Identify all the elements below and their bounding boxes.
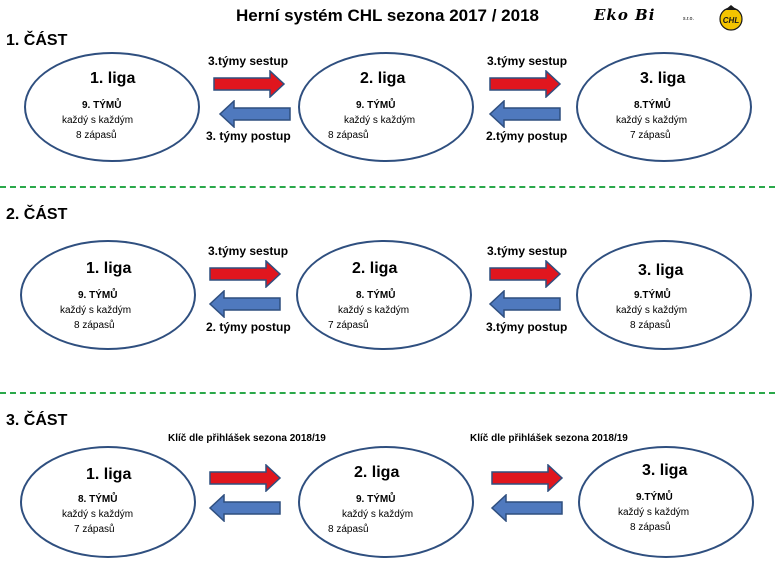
chl-logo: CHL [719, 5, 743, 31]
league-name: 1. liga [86, 260, 132, 277]
relegation-label: 3.týmy sestup [487, 244, 568, 258]
league-name: 3. liga [640, 70, 686, 87]
league-matches: 7 zápasů [328, 320, 369, 331]
promotion-arrow [208, 290, 281, 318]
league-1-ellipse: 1. liga 9. TÝMŮ každý s každým 8 zápasů [24, 52, 200, 162]
league-matches: 7 zápasů [74, 524, 115, 535]
league-1-ellipse: 1. liga 8. TÝMŮ každý s každým 7 zápasů [20, 446, 196, 558]
league-format: každý s každým [342, 509, 414, 520]
promotion-arrow [488, 100, 561, 128]
league-teams: 9. TÝMŮ [356, 100, 396, 111]
league-2-ellipse: 2. liga 8. TÝMŮ každý s každým 7 zápasů [296, 240, 472, 350]
league-3-ellipse: 3. liga 9.TÝMŮ každý s každým 8 zápasů [576, 240, 752, 350]
promotion-label: 3. týmy postup [206, 129, 291, 143]
promotion-label: 3.týmy postup [486, 320, 568, 334]
league-matches: 8 zápasů [328, 130, 369, 141]
key-label: Klíč dle přihlášek sezona 2018/19 [168, 433, 326, 444]
league-name: 3. liga [642, 462, 688, 479]
relegation-arrow [213, 70, 286, 98]
league-name: 2. liga [360, 70, 406, 87]
part-1-label: 1. ČÁST [6, 32, 68, 49]
league-2-ellipse: 2. liga 9. TÝMŮ každý s každým 8 zápasů [298, 446, 474, 558]
league-format: každý s každým [62, 509, 134, 520]
league-matches: 8 zápasů [76, 130, 117, 141]
promotion-label: 2. týmy postup [206, 320, 291, 334]
relegation-label: 3.týmy sestup [487, 54, 568, 68]
divider-2 [0, 392, 775, 394]
league-teams: 8. TÝMŮ [78, 494, 118, 505]
league-3-ellipse: 3. liga 9.TÝMŮ každý s každým 8 zápasů [578, 446, 754, 558]
relegation-arrow [209, 464, 282, 492]
relegation-arrow [209, 260, 282, 288]
league-teams: 9.TÝMŮ [634, 290, 671, 301]
league-format: každý s každým [60, 305, 132, 316]
league-name: 2. liga [354, 464, 400, 481]
league-format: každý s každým [344, 115, 416, 126]
promotion-label: 2.týmy postup [486, 129, 568, 143]
part-2-label: 2. ČÁST [6, 206, 68, 223]
league-matches: 8 zápasů [630, 320, 671, 331]
league-name: 1. liga [86, 466, 132, 483]
promotion-arrow [490, 494, 563, 522]
league-matches: 8 zápasů [328, 524, 369, 535]
promotion-arrow [488, 290, 561, 318]
league-teams: 8. TÝMŮ [356, 290, 396, 301]
relegation-label: 3.týmy sestup [208, 54, 289, 68]
league-1-ellipse: 1. liga 9. TÝMŮ každý s každým 8 zápasů [20, 240, 196, 350]
chl-logo-text: CHL [723, 16, 740, 25]
league-2-ellipse: 2. liga 9. TÝMŮ každý s každým 8 zápasů [298, 52, 474, 162]
relegation-arrow [489, 70, 562, 98]
eko-bi-logo-suffix: s.r.o. [683, 16, 694, 22]
league-format: každý s každým [338, 305, 410, 316]
league-name: 1. liga [90, 70, 136, 87]
league-format: každý s každým [62, 115, 134, 126]
league-format: každý s každým [618, 507, 690, 518]
league-teams: 9. TÝMŮ [82, 100, 122, 111]
relegation-arrow [489, 260, 562, 288]
league-matches: 7 zápasů [630, 130, 671, 141]
page-title: Herní systém CHL sezona 2017 / 2018 [235, 6, 539, 25]
league-matches: 8 zápasů [74, 320, 115, 331]
relegation-label: 3.týmy sestup [208, 244, 289, 258]
relegation-arrow [491, 464, 564, 492]
league-teams: 9.TÝMŮ [636, 492, 673, 503]
league-teams: 9. TÝMŮ [78, 290, 118, 301]
part-3-label: 3. ČÁST [6, 412, 68, 429]
league-format: každý s každým [616, 305, 688, 316]
divider-1 [0, 186, 775, 188]
league-name: 2. liga [352, 260, 398, 277]
league-3-ellipse: 3. liga 8.TÝMŮ každý s každým 7 zápasů [576, 52, 752, 162]
eko-bi-logo: Eko Bi [594, 6, 656, 24]
league-format: každý s každým [616, 115, 688, 126]
key-label: Klíč dle přihlášek sezona 2018/19 [470, 433, 628, 444]
league-matches: 8 zápasů [630, 522, 671, 533]
league-teams: 8.TÝMŮ [634, 100, 671, 111]
league-teams: 9. TÝMŮ [356, 494, 396, 505]
promotion-arrow [218, 100, 291, 128]
league-name: 3. liga [638, 262, 684, 279]
promotion-arrow [208, 494, 281, 522]
